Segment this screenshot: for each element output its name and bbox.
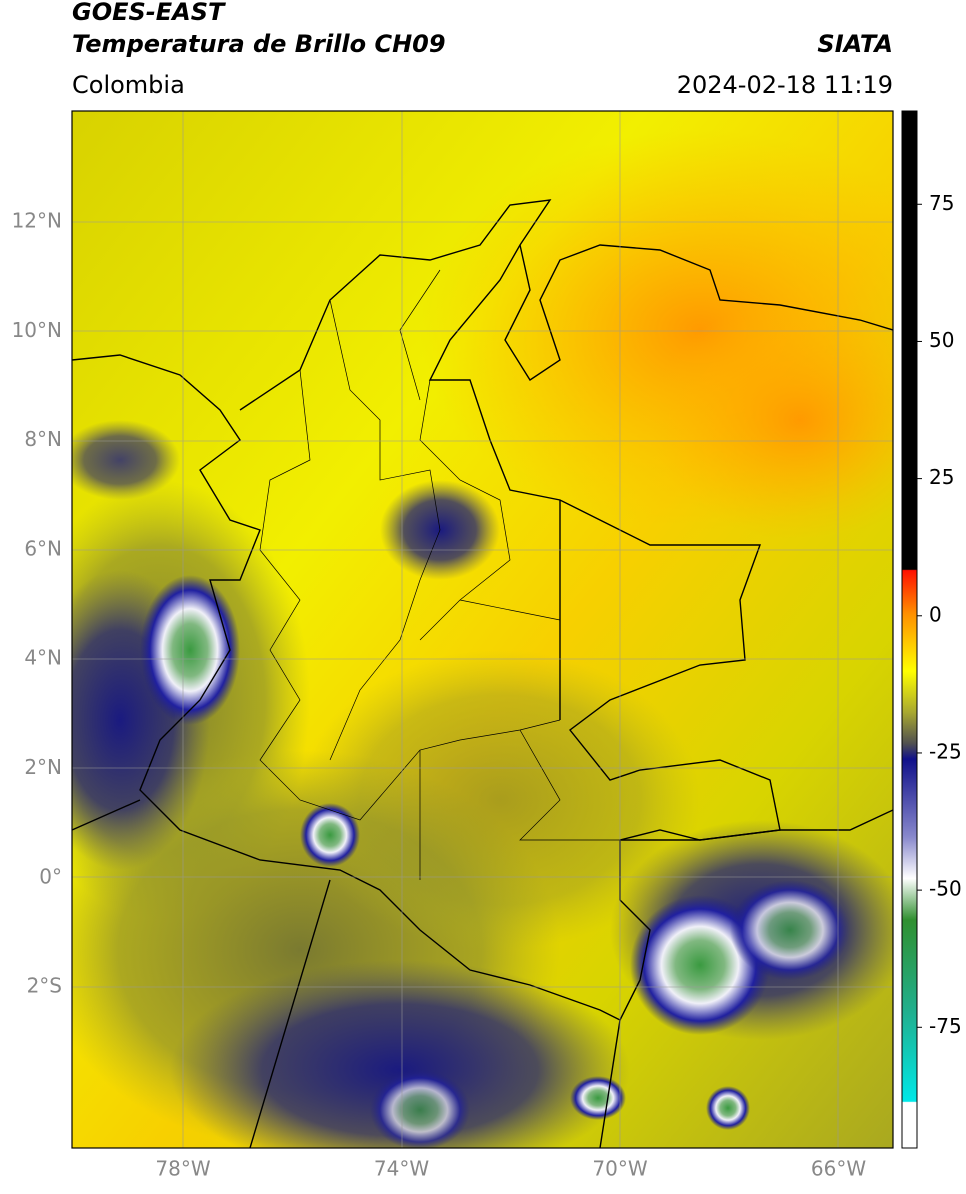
lon-label: 70°W [592, 1157, 647, 1181]
colorbar-tick-label: 75 [929, 191, 954, 215]
colorbar-tick-label: 50 [929, 328, 954, 352]
map-frame [71, 110, 894, 1149]
title: GOES-EAST [72, 0, 226, 26]
lat-label: 2°N [24, 755, 62, 779]
colorbar [901, 110, 918, 1149]
grid [72, 111, 893, 1148]
lon-label: 74°W [374, 1157, 429, 1181]
lat-label: 8°N [24, 427, 62, 451]
map-image [72, 111, 893, 1148]
colorbar-tick-label: 0 [929, 602, 942, 626]
lon-label: 66°W [811, 1157, 866, 1181]
colorbar-tick-label: -25 [929, 739, 962, 763]
datetime: 2024-02-18 11:19 [677, 71, 893, 99]
colorbar-tick-label: 25 [929, 465, 954, 489]
lat-label: 0° [39, 864, 62, 888]
lat-labels: 12°N 10°N 8°N 6°N 4°N 2°N 0° 2°S [12, 209, 62, 998]
lat-label: 2°S [27, 974, 62, 998]
lat-label: 6°N [24, 536, 62, 560]
region: Colombia [72, 71, 185, 99]
lat-label: 12°N [12, 209, 62, 233]
lon-label: 78°W [155, 1157, 210, 1181]
colorbar-tick-label: -50 [929, 877, 962, 901]
lat-label: 10°N [12, 318, 62, 342]
colorbar-ticks: 75 50 25 0 -25 -50 -75 [917, 191, 962, 1038]
colorbar-tick-label: -75 [929, 1014, 962, 1038]
lat-label: 4°N [24, 646, 62, 670]
lon-labels: 78°W 74°W 70°W 66°W [155, 1157, 866, 1181]
source: SIATA [817, 30, 893, 58]
subtitle: Temperatura de Brillo CH09 [72, 30, 446, 58]
